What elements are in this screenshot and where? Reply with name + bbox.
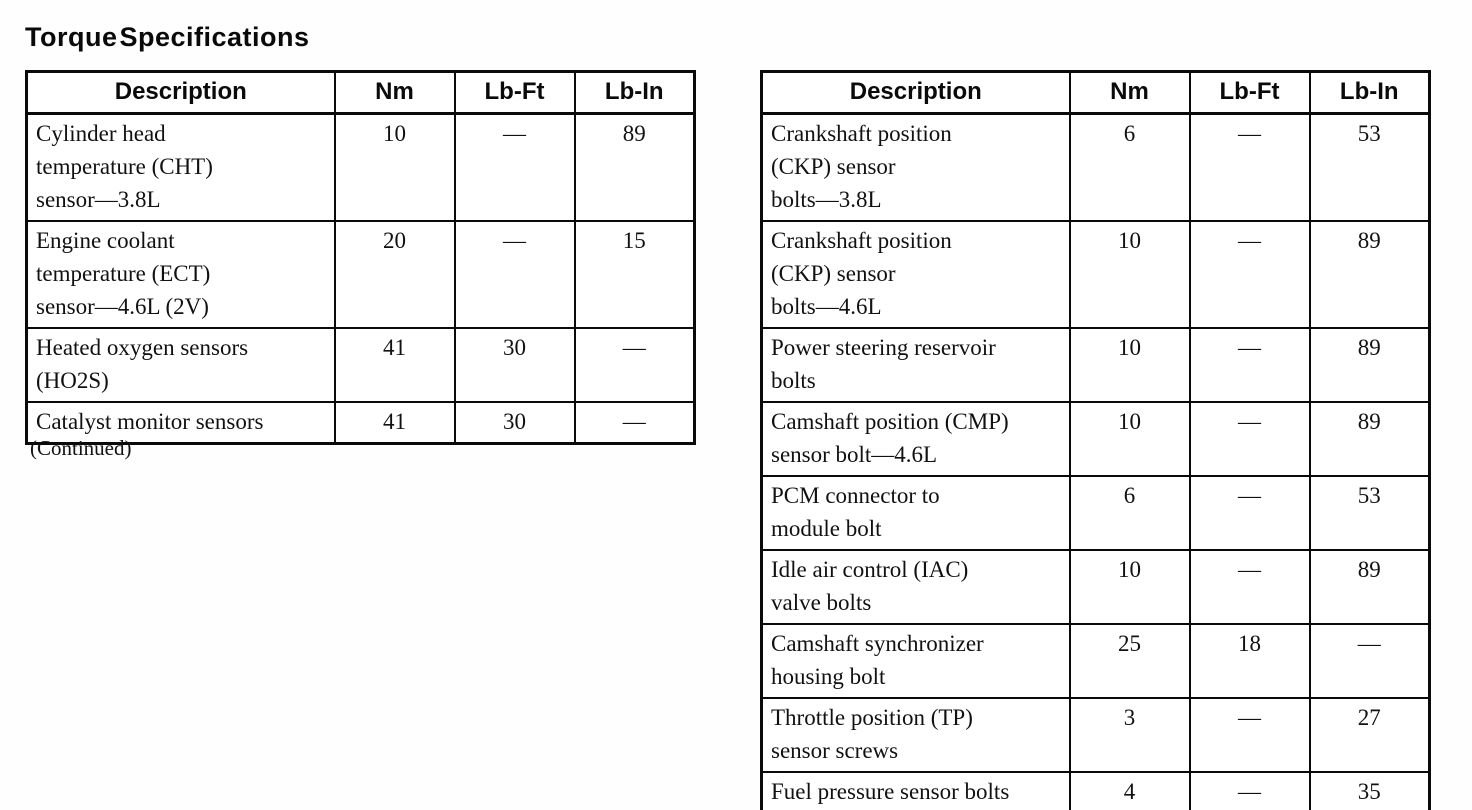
col-header-nm: Nm [1068,70,1191,115]
description-cell: PCM connector to module bolt [760,475,1071,551]
lb-ft-value-cell: — [1188,771,1311,810]
table-row: Fuel pressure sensor bolts 4—35 [760,771,1431,810]
continued-note: (Continued) [30,436,132,460]
lb-in-value-cell: 89 [573,112,696,222]
description-cell: Power steering reservoir bolts [760,327,1071,403]
nm-value-cell: 10 [1068,220,1191,329]
lb-in-value-cell: — [1308,623,1431,699]
table-row: Crankshaft position (CKP) sensor bolts—3… [760,112,1431,222]
lb-in-value-cell: — [573,327,696,403]
lb-ft-value-cell: — [1188,112,1311,222]
table-row: Engine coolant temperature (ECT) sensor—… [25,220,696,329]
lb-ft-value-cell: — [1188,697,1311,773]
col-header-lb-ft: Lb-Ft [453,70,576,115]
lb-in-value-cell: 35 [1308,771,1431,810]
description-cell: Engine coolant temperature (ECT) sensor—… [25,220,336,329]
lb-ft-value-cell: 30 [453,327,576,403]
nm-value-cell: 10 [1068,401,1191,477]
description-cell: Throttle position (TP) sensor screws [760,697,1071,773]
lb-ft-value-cell: — [453,220,576,329]
nm-value-cell: 6 [1068,112,1191,222]
description-cell: Camshaft position (CMP) sensor bolt—4.6L [760,401,1071,477]
table-body-left: Cylinder head temperature (CHT) sensor—3… [25,112,696,445]
lb-ft-value-cell: — [1188,220,1311,329]
description-cell: Crankshaft position (CKP) sensor bolts—4… [760,220,1071,329]
description-cell: Fuel pressure sensor bolts [760,771,1071,810]
nm-value-cell: 4 [1068,771,1191,810]
nm-value-cell: 41 [333,401,456,445]
lb-ft-value-cell: — [1188,549,1311,625]
page-title: Torque Specifications [25,22,310,52]
nm-value-cell: 10 [1068,327,1191,403]
col-header-lb-ft: Lb-Ft [1188,70,1311,115]
torque-table-left: Description Nm Lb-Ft Lb-In Cylinder head… [25,70,696,445]
col-header-lb-in: Lb-In [573,70,696,115]
table-row: Camshaft synchronizer housing bolt 25 18— [760,623,1431,699]
lb-ft-value-cell: — [1188,475,1311,551]
col-header-lb-in: Lb-In [1308,70,1431,115]
col-header-description: Description [760,70,1071,115]
lb-in-value-cell: — [573,401,696,445]
table-row: Throttle position (TP) sensor screws 3—27 [760,697,1431,773]
header-row: Description Nm Lb-Ft Lb-In [760,70,1431,115]
table-row: Cylinder head temperature (CHT) sensor—3… [25,112,696,222]
col-header-description: Description [25,70,336,115]
nm-value-cell: 10 [333,112,456,222]
table-row: Heated oxygen sensors (HO2S) 41 30— [25,327,696,403]
lb-in-value-cell: 89 [1308,401,1431,477]
col-header-nm: Nm [333,70,456,115]
table-row: PCM connector to module bolt 6—53 [760,475,1431,551]
table-row: Power steering reservoir bolts 10—89 [760,327,1431,403]
lb-in-value-cell: 27 [1308,697,1431,773]
table-row: Crankshaft position (CKP) sensor bolts—4… [760,220,1431,329]
table-row: Catalyst monitor sensors 41 30— [25,401,696,445]
lb-ft-value-cell: 30 [453,401,576,445]
nm-value-cell: 25 [1068,623,1191,699]
header-row: Description Nm Lb-Ft Lb-In [25,70,696,115]
description-cell: Crankshaft position (CKP) sensor bolts—3… [760,112,1071,222]
nm-value-cell: 6 [1068,475,1191,551]
nm-value-cell: 3 [1068,697,1191,773]
lb-ft-value-cell: — [1188,401,1311,477]
lb-ft-value-cell: — [453,112,576,222]
torque-table-right: Description Nm Lb-Ft Lb-In Crankshaft po… [760,70,1431,810]
lb-in-value-cell: 15 [573,220,696,329]
table-body-right: Crankshaft position (CKP) sensor bolts—3… [760,112,1431,810]
lb-in-value-cell: 53 [1308,475,1431,551]
lb-in-value-cell: 89 [1308,549,1431,625]
lb-in-value-cell: 53 [1308,112,1431,222]
lb-ft-value-cell: — [1188,327,1311,403]
nm-value-cell: 10 [1068,549,1191,625]
nm-value-cell: 41 [333,327,456,403]
lb-ft-value-cell: 18 [1188,623,1311,699]
nm-value-cell: 20 [333,220,456,329]
lb-in-value-cell: 89 [1308,327,1431,403]
description-cell: Camshaft synchronizer housing bolt [760,623,1071,699]
description-cell: Catalyst monitor sensors [25,401,336,445]
table-row: Idle air control (IAC) valve bolts 10—89 [760,549,1431,625]
description-cell: Idle air control (IAC) valve bolts [760,549,1071,625]
lb-in-value-cell: 89 [1308,220,1431,329]
description-cell: Cylinder head temperature (CHT) sensor—3… [25,112,336,222]
description-cell: Heated oxygen sensors (HO2S) [25,327,336,403]
table-row: Camshaft position (CMP) sensor bolt—4.6L… [760,401,1431,477]
